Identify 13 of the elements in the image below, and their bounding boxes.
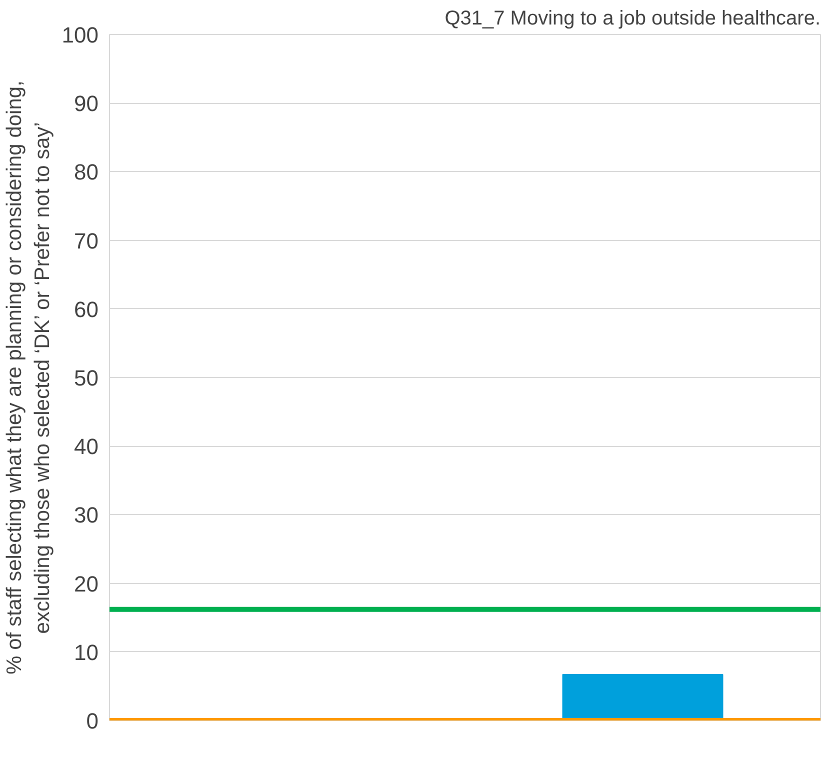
y-tick-label: 100 — [62, 22, 99, 48]
y-tick-label: 80 — [74, 160, 99, 185]
y-tick-label: 60 — [74, 296, 99, 322]
y-axis-title: % of staff selecting what they are planning or considering doing, excluding those who selected ‘DK’ or ‘Prefer not to say’ — [3, 80, 54, 674]
y-tick-label: 70 — [74, 228, 99, 254]
y-tick-label: 50 — [74, 366, 99, 390]
y-tick-label: 90 — [74, 91, 99, 116]
y-tick-label: 40 — [74, 434, 99, 460]
y-tick-label: 20 — [74, 571, 99, 596]
y-tick-label: 10 — [74, 640, 99, 665]
y-tick-label: 30 — [74, 502, 99, 528]
y-tick-label: 0 — [86, 708, 99, 734]
chart-title: Q31_7 Moving to a job outside healthcare. — [444, 8, 821, 30]
